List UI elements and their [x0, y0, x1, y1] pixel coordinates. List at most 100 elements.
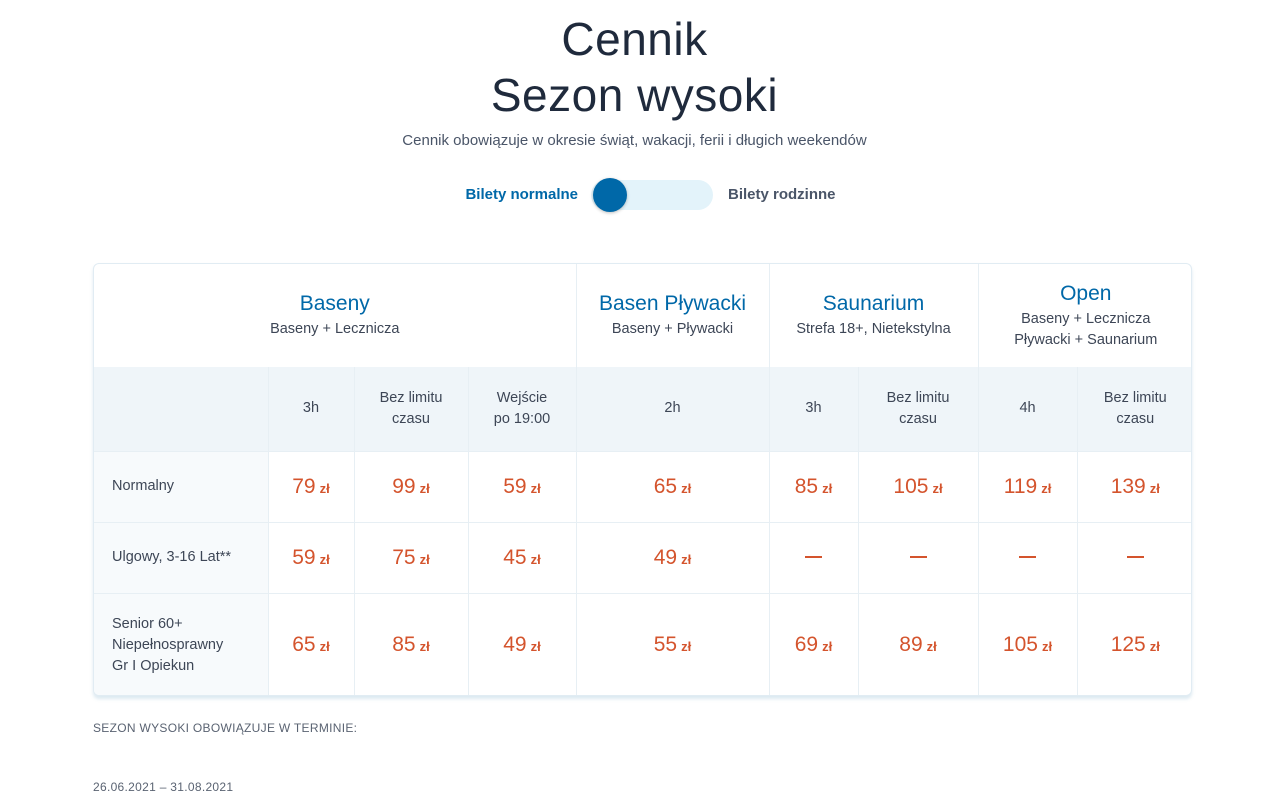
price-cell	[857, 522, 979, 594]
row-label-text: Senior 60+	[112, 615, 183, 632]
zone-header-baseny: Baseny Baseny + Lecznicza	[94, 264, 576, 367]
price-value: 75	[392, 545, 416, 569]
price-cell: 105 zł	[857, 451, 979, 523]
duration-text: 3h	[805, 400, 822, 417]
row-label-text: Niepełnosprawny	[112, 636, 224, 653]
row-label: Ulgowy, 3-16 Lat**	[94, 522, 268, 594]
duration-cell: Bez limitu czasu	[1076, 367, 1191, 452]
price-value: 85	[392, 633, 416, 657]
price-value: 89	[899, 633, 923, 657]
duration-text: Wejście	[496, 389, 548, 406]
price-value: 119	[1003, 474, 1038, 498]
price-currency: zł	[319, 551, 330, 567]
page-title: Cennik	[561, 13, 708, 65]
price-currency: zł	[1041, 480, 1052, 496]
price-value: 99	[392, 474, 416, 498]
price-value: 139	[1110, 474, 1146, 498]
price-value: 59	[292, 545, 316, 569]
price-value: 79	[292, 474, 316, 498]
price-cell: 59 zł	[467, 451, 576, 523]
duration-cell: Bez limitu czasu	[857, 367, 979, 452]
price-row-normalny: Normalny 79 zł 99 zł 59 zł 65 zł 85 zł 105 zł 119 zł 13…	[94, 451, 1191, 523]
price-cell: 79 zł	[267, 451, 354, 523]
price-currency: zł	[319, 480, 330, 496]
price-table: Baseny Baseny + Lecznicza Basen Pływacki…	[94, 264, 1191, 695]
price-currency: zł	[530, 551, 541, 567]
duration-text: Bez limitu	[1103, 389, 1167, 406]
price-cell: 89 zł	[857, 593, 979, 695]
duration-cell: 3h	[267, 367, 354, 452]
duration-text: czasu	[899, 410, 937, 427]
price-cell: 65 zł	[575, 451, 769, 523]
price-value: 125	[1110, 633, 1146, 657]
zone-description: Baseny + Pływacki	[611, 321, 734, 337]
price-value: 49	[653, 545, 678, 569]
price-currency: zł	[822, 480, 833, 496]
duration-cell: Bez limitu czasu	[353, 367, 468, 452]
price-currency: zł	[681, 551, 692, 567]
toggle-label-normal[interactable]: Bilety normalne	[465, 186, 578, 203]
duration-text: Bez limitu	[886, 389, 950, 406]
zone-name: Baseny	[299, 292, 370, 315]
price-currency: zł	[822, 639, 833, 655]
price-cell: 125 zł	[1076, 593, 1191, 695]
zone-header-row: Baseny Baseny + Lecznicza Basen Pływacki…	[94, 264, 1191, 367]
duration-cell: 2h	[575, 367, 769, 452]
price-cell: 85 zł	[768, 451, 858, 523]
zone-description: Baseny + Lecznicza	[1021, 310, 1151, 327]
duration-text: 3h	[302, 400, 320, 417]
duration-text: Bez limitu	[379, 389, 443, 406]
switch-knob[interactable]	[593, 178, 627, 212]
price-currency: zł	[319, 639, 330, 655]
price-currency: zł	[681, 639, 692, 655]
price-cell: 69 zł	[768, 593, 858, 695]
ticket-type-switch[interactable]	[591, 178, 713, 212]
price-value: 55	[653, 633, 678, 657]
price-currency: zł	[419, 551, 430, 567]
price-value: 105	[1002, 633, 1038, 657]
price-cell: 99 zł	[353, 451, 468, 523]
zone-header-basen-plywacki: Basen Pływacki Baseny + Pływacki	[575, 264, 769, 367]
price-cell: 45 zł	[467, 522, 576, 594]
price-cell: 59 zł	[267, 522, 354, 594]
season-note: SEZON WYSOKI OBOWIĄZUJE W TERMINIE:	[93, 721, 358, 735]
price-value: 49	[503, 633, 527, 657]
price-cell	[977, 522, 1078, 594]
price-currency: zł	[926, 639, 937, 655]
not-available-dash	[1126, 556, 1144, 559]
zone-header-open: Open Baseny + Lecznicza Pływacki + Sauna…	[977, 264, 1191, 367]
duration-cell: Wejście po 19:00	[467, 367, 576, 452]
duration-row: 3h Bez limitu czasu Wejście po 19:00 2h 3h…	[94, 367, 1191, 452]
price-cell	[768, 522, 858, 594]
price-currency: zł	[530, 480, 541, 496]
not-available-dash	[805, 556, 822, 559]
zone-description: Strefa 18+, Nietekstylna	[796, 321, 951, 337]
price-currency: zł	[419, 639, 430, 655]
price-currency: zł	[1149, 480, 1160, 496]
price-cell: 119 zł	[977, 451, 1078, 523]
duration-text: 4h	[1019, 400, 1036, 417]
row-label-text: Ulgowy, 3-16 Lat**	[112, 549, 232, 565]
not-available-dash	[1019, 556, 1037, 559]
price-row-senior: Senior 60+ Niepełnosprawny Gr I Opiekun 65 z…	[94, 593, 1191, 695]
zone-name: Basen Pływacki	[598, 292, 747, 315]
price-cell: 65 zł	[267, 593, 354, 695]
price-currency: zł	[681, 480, 692, 496]
price-value: 85	[794, 474, 819, 498]
price-currency: zł	[530, 639, 541, 655]
duration-cell: 3h	[768, 367, 858, 452]
price-currency: zł	[419, 480, 430, 496]
page-title-season: Sezon wysoki	[490, 69, 779, 121]
price-cell: 139 zł	[1076, 451, 1191, 523]
price-currency: zł	[1041, 639, 1053, 655]
price-cell: 85 zł	[353, 593, 468, 695]
price-cell: 75 zł	[353, 522, 468, 594]
zone-description: Pływacki + Saunarium	[1014, 331, 1158, 348]
duration-text: czasu	[1116, 410, 1155, 427]
price-cell: 55 zł	[575, 593, 769, 695]
page-subtitle: Cennik obowiązuje w okresie świąt, wakac…	[402, 132, 867, 149]
price-value: 45	[503, 545, 527, 569]
price-cell: 49 zł	[575, 522, 769, 594]
toggle-label-family[interactable]: Bilety rodzinne	[728, 186, 836, 203]
not-available-dash	[909, 556, 927, 559]
